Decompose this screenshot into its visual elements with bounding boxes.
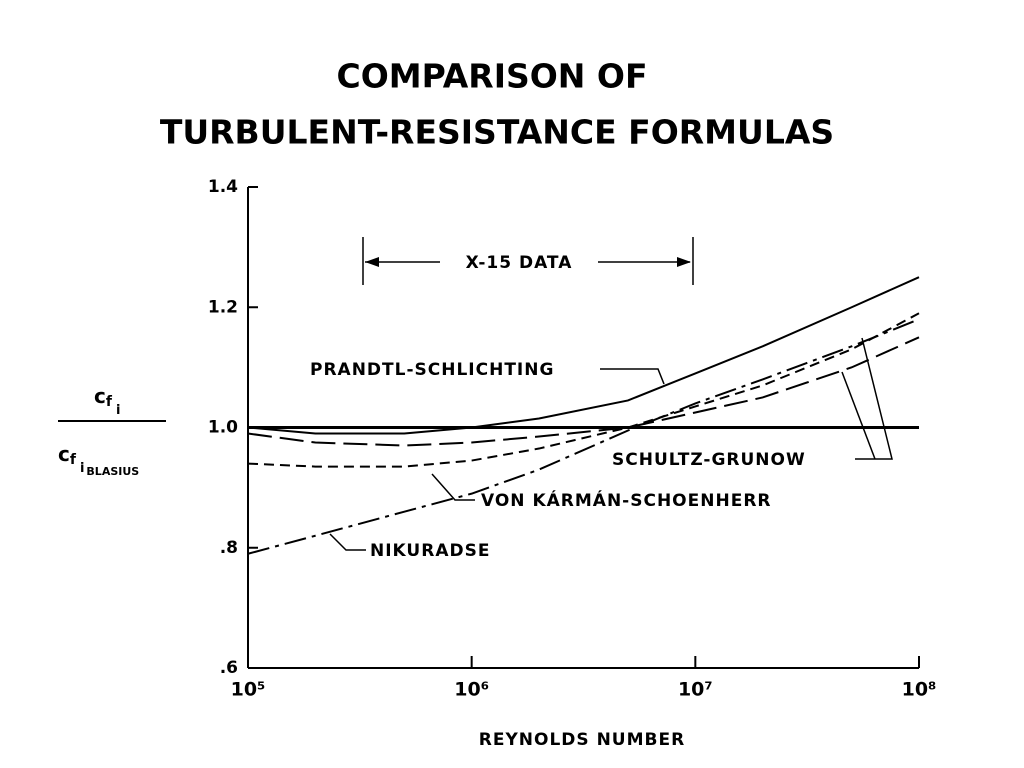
leader-lines [329, 337, 893, 551]
series-line [247, 312, 920, 468]
series-label: NIKURADSE [370, 541, 490, 561]
series-label: SCHULTZ-GRUNOW [612, 450, 806, 470]
y-label-part: i [80, 461, 84, 476]
y-label-part: c [58, 442, 70, 466]
y-tick-label: .6 [220, 658, 238, 678]
x-tick-label: 10⁵ [231, 679, 266, 701]
y-label-part: f [106, 394, 113, 410]
y-tick-label: 1.4 [208, 177, 238, 197]
y-tick-label: 1.0 [208, 418, 238, 438]
x-tick-label: 10⁸ [902, 679, 937, 701]
annotation: X-15 DATA [466, 253, 573, 273]
y-axis-label: cf i BLASIUS [58, 442, 139, 479]
y-tick-label: 1.2 [208, 297, 238, 317]
series-label: VON KÁRMÁN-SCHOENHERR [481, 489, 772, 511]
chart-title: COMPARISON OF [336, 57, 647, 96]
y-label-part: BLASIUS [86, 465, 139, 478]
x-tick-label: 10⁷ [678, 679, 713, 701]
y-tick-label: .8 [220, 538, 238, 558]
y-axis-label: cf i [94, 384, 120, 418]
series-line [247, 336, 920, 447]
series-line [247, 276, 920, 435]
y-label-part: f [70, 452, 77, 468]
y-label-part: i [116, 403, 120, 418]
series-label: PRANDTL-SCHLICHTING [310, 360, 554, 380]
series-line [247, 318, 920, 555]
x-axis-label: REYNOLDS NUMBER [479, 730, 685, 750]
x-tick-label: 10⁶ [454, 679, 489, 701]
y-label-part: c [94, 384, 106, 408]
x15-bracket [362, 237, 694, 285]
chart-title: TURBULENT-RESISTANCE FORMULAS [160, 113, 834, 152]
